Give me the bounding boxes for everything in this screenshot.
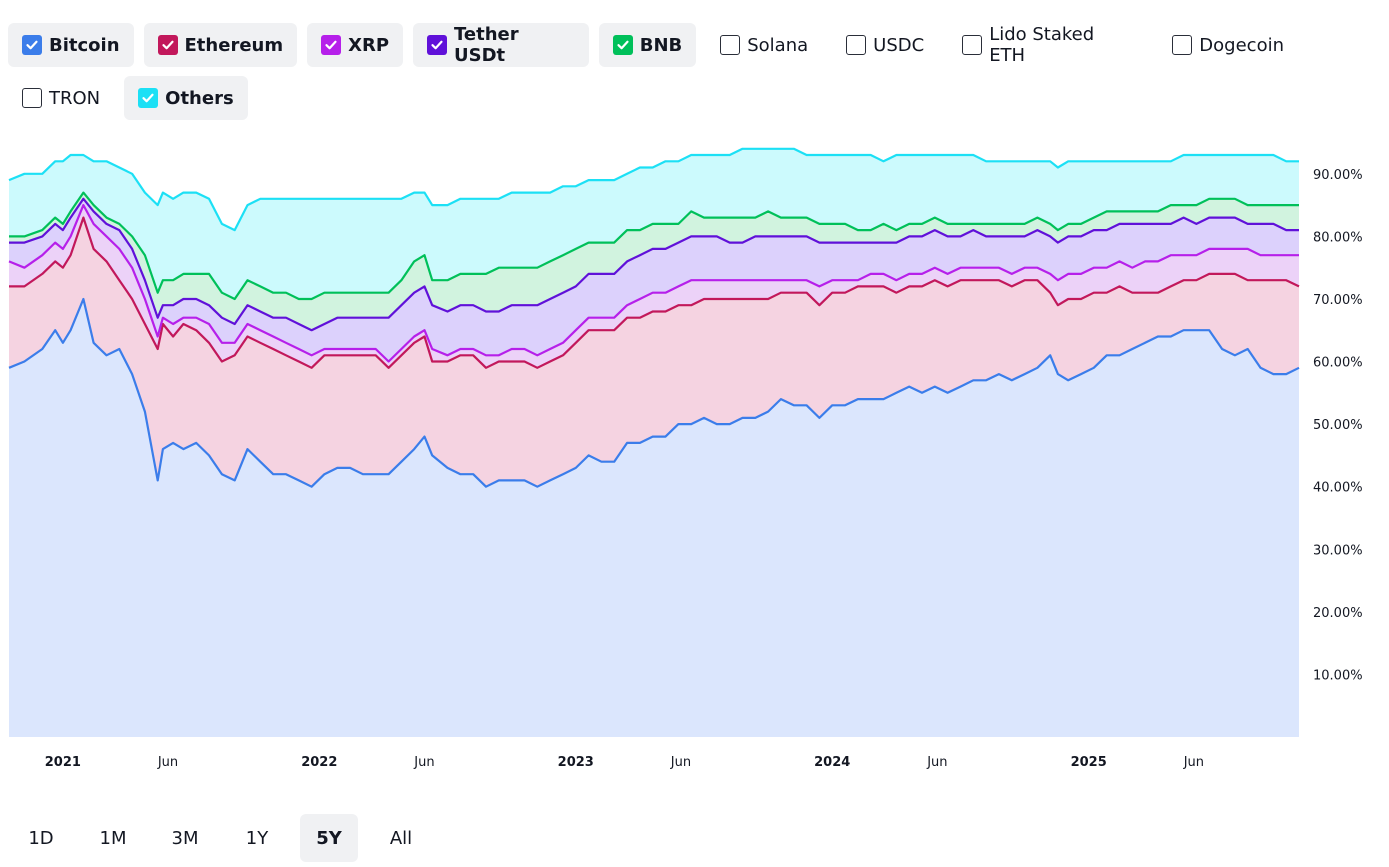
legend-label: TRON bbox=[49, 87, 101, 109]
legend-toggle-xrp[interactable]: XRP bbox=[307, 23, 404, 67]
y-tick-label: 90.00% bbox=[1313, 168, 1363, 183]
x-tick-label: 2024 bbox=[814, 755, 850, 770]
legend-label: Dogecoin bbox=[1199, 34, 1284, 56]
x-tick-label: 2021 bbox=[45, 755, 81, 770]
x-tick-label: 2025 bbox=[1071, 755, 1107, 770]
legend-label: Others bbox=[165, 87, 234, 109]
checkbox-checked-icon[interactable] bbox=[138, 88, 159, 108]
y-tick-label: 50.00% bbox=[1313, 418, 1363, 433]
y-tick-label: 70.00% bbox=[1313, 293, 1363, 308]
x-tick-label: Jun bbox=[157, 755, 178, 770]
legend-label: USDC bbox=[873, 34, 925, 56]
range-button-1y[interactable]: 1Y bbox=[245, 827, 269, 849]
range-button-all[interactable]: All bbox=[389, 827, 413, 849]
x-tick-label: Jun bbox=[413, 755, 434, 770]
legend-toggle-tether-usdt[interactable]: Tether USDt bbox=[413, 23, 589, 67]
line-xrp bbox=[8, 204, 1299, 363]
legend-label: Bitcoin bbox=[49, 34, 120, 56]
legend-toggle-solana[interactable]: Solana bbox=[706, 23, 822, 67]
y-tick-label: 40.00% bbox=[1313, 481, 1363, 496]
checkbox-empty-icon[interactable] bbox=[22, 88, 42, 108]
checkbox-checked-icon[interactable] bbox=[321, 35, 342, 55]
legend-label: Lido Staked ETH bbox=[989, 24, 1095, 66]
y-tick-label: 80.00% bbox=[1313, 230, 1363, 245]
checkbox-checked-icon[interactable] bbox=[612, 35, 633, 55]
line-bitcoin bbox=[8, 297, 1300, 488]
time-range-selector: 1D 1M 3M 1Y 5Y All bbox=[12, 814, 444, 862]
legend-label: Ethereum bbox=[184, 34, 284, 56]
line-tether-usdt bbox=[9, 197, 1299, 332]
legend-toggle-usdc[interactable]: USDC bbox=[832, 23, 938, 67]
legend-row-1: Bitcoin Ethereum XRP Tether USDt BNB Solana US… bbox=[8, 23, 1308, 67]
legend-toggle-bnb[interactable]: BNB bbox=[598, 23, 697, 67]
y-tick-label: 60.00% bbox=[1313, 356, 1363, 371]
legend-toggle-others[interactable]: Others bbox=[124, 76, 248, 120]
range-button-3m[interactable]: 3M bbox=[171, 827, 199, 849]
checkbox-empty-icon[interactable] bbox=[720, 35, 741, 55]
range-button-1m[interactable]: 1M bbox=[99, 827, 127, 849]
checkbox-empty-icon[interactable] bbox=[962, 35, 983, 55]
y-tick-label: 10.00% bbox=[1313, 668, 1363, 683]
range-button-5y[interactable]: 5Y bbox=[300, 814, 358, 862]
legend-label: BNB bbox=[639, 34, 683, 56]
y-tick-label: 20.00% bbox=[1313, 606, 1363, 621]
legend-toggle-lido-staked-eth[interactable]: Lido Staked ETH bbox=[948, 23, 1148, 67]
legend-label: XRP bbox=[348, 34, 390, 56]
checkbox-empty-icon[interactable] bbox=[1172, 35, 1193, 55]
checkbox-checked-icon[interactable] bbox=[157, 35, 178, 55]
market-dominance-chart: 10.00% 20.00% 30.00% 40.00% 50.00% 60.00% 70.0… bbox=[8, 147, 1363, 770]
line-bnb bbox=[9, 191, 1299, 301]
legend-label: Solana bbox=[747, 34, 809, 56]
x-tick-label: Jun bbox=[1183, 755, 1204, 770]
line-ethereum bbox=[9, 216, 1300, 369]
legend-label: Tether USDt bbox=[454, 24, 519, 66]
checkbox-checked-icon[interactable] bbox=[427, 35, 448, 55]
checkbox-empty-icon[interactable] bbox=[846, 35, 867, 55]
legend-toggle-bitcoin[interactable]: Bitcoin bbox=[8, 23, 134, 67]
x-tick-label: Jun bbox=[670, 755, 691, 770]
x-tick-label: 2023 bbox=[558, 755, 594, 770]
y-tick-label: 30.00% bbox=[1313, 543, 1363, 558]
legend-toggle-dogecoin[interactable]: Dogecoin bbox=[1158, 23, 1298, 67]
range-button-1d[interactable]: 1D bbox=[28, 827, 54, 849]
area-bitcoin bbox=[9, 299, 1299, 737]
legend-toggle-ethereum[interactable]: Ethereum bbox=[143, 23, 298, 67]
legend: Bitcoin Ethereum XRP Tether USDt BNB Solana US… bbox=[8, 23, 1308, 129]
legend-row-2: TRON Others bbox=[8, 76, 1308, 120]
x-tick-label: 2022 bbox=[301, 755, 337, 770]
legend-toggle-tron[interactable]: TRON bbox=[8, 76, 114, 120]
x-tick-label: Jun bbox=[926, 755, 947, 770]
line-others bbox=[8, 147, 1299, 232]
checkbox-checked-icon[interactable] bbox=[22, 35, 42, 55]
